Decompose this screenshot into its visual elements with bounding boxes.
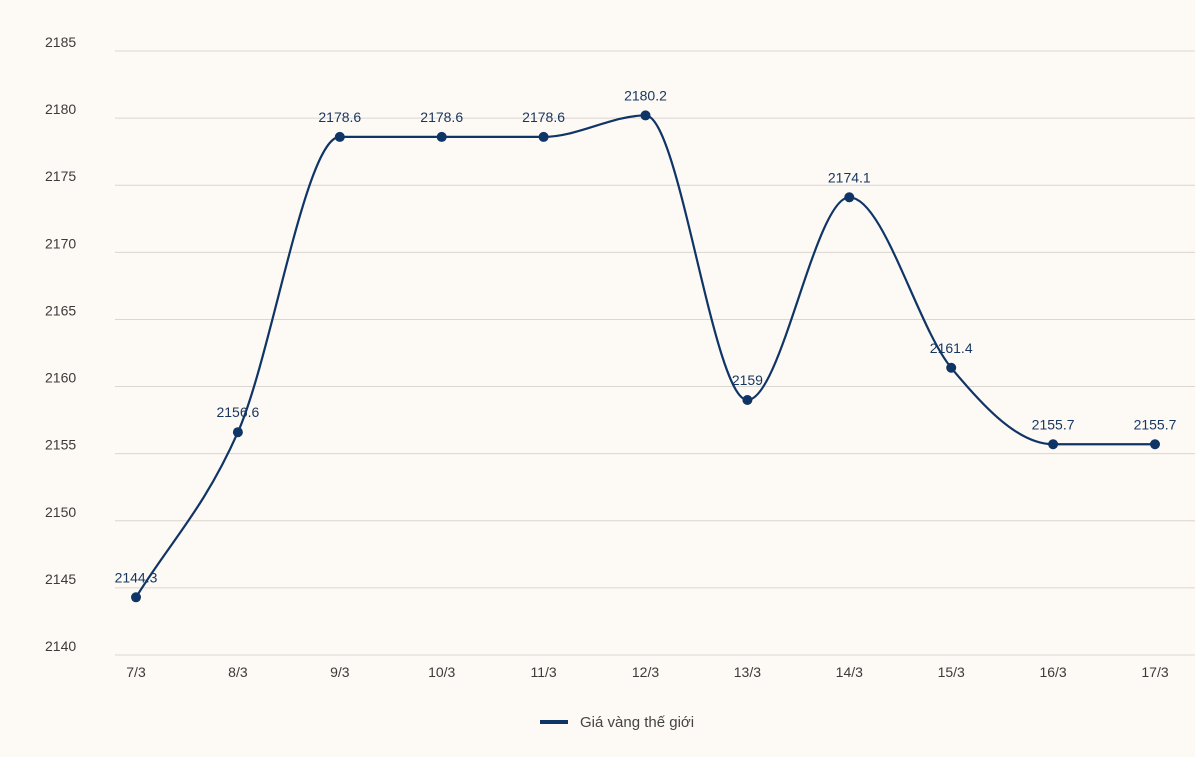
x-axis-ticks: 7/3 8/3 9/3 10/3 11/3 12/3 13/3 14/3 15/3 16/3 17/… (126, 664, 1169, 680)
data-label: 2178.6 (318, 109, 361, 125)
data-label: 2155.7 (1032, 416, 1075, 432)
x-tick-label: 16/3 (1039, 664, 1066, 680)
data-point (334, 131, 345, 142)
data-labels: 2144.3 2156.6 2178.6 2178.6 2178.6 2180.2 2159… (115, 87, 1177, 585)
data-point (538, 131, 549, 142)
data-points (131, 110, 1160, 603)
y-tick-label: 2160 (45, 370, 76, 386)
data-label: 2159 (732, 372, 763, 388)
data-label: 2178.6 (522, 109, 565, 125)
x-tick-label: 17/3 (1141, 664, 1168, 680)
y-tick-label: 2175 (45, 168, 76, 184)
data-point (1048, 439, 1059, 450)
y-tick-label: 2185 (45, 34, 76, 50)
data-label: 2144.3 (115, 569, 158, 585)
grid-lines (115, 50, 1195, 656)
series-line (135, 114, 1155, 598)
data-point (131, 592, 141, 603)
data-label: 2178.6 (420, 109, 463, 125)
data-label: 2180.2 (624, 87, 667, 103)
y-tick-label: 2180 (45, 101, 76, 117)
data-label: 2156.6 (216, 404, 259, 420)
data-point (640, 110, 651, 121)
legend: Giá vàng thế giới (540, 714, 694, 731)
data-label: 2174.1 (828, 169, 871, 185)
y-tick-label: 2140 (45, 638, 76, 654)
x-tick-label: 13/3 (734, 664, 761, 680)
y-tick-label: 2155 (45, 437, 76, 453)
x-tick-label: 11/3 (530, 664, 556, 680)
x-tick-label: 7/3 (126, 664, 146, 680)
y-tick-label: 2150 (45, 504, 76, 520)
x-tick-label: 12/3 (632, 664, 659, 680)
y-tick-label: 2145 (45, 571, 76, 587)
x-tick-label: 9/3 (330, 664, 350, 680)
x-tick-label: 8/3 (228, 664, 248, 680)
data-point (844, 192, 855, 203)
y-tick-label: 2165 (45, 302, 76, 318)
data-point (946, 362, 957, 373)
y-tick-label: 2170 (45, 235, 76, 251)
x-tick-label: 15/3 (938, 664, 965, 680)
legend-label: Giá vàng thế giới (580, 714, 694, 731)
data-point (232, 427, 243, 438)
x-tick-label: 10/3 (428, 664, 455, 680)
data-point (742, 394, 753, 405)
data-label: 2161.4 (930, 340, 973, 356)
data-point (1150, 439, 1160, 450)
y-axis-ticks: 2140 2145 2150 2155 2160 2165 2170 2175 2180 2185 (45, 34, 76, 654)
data-label: 2155.7 (1134, 416, 1177, 432)
data-point (436, 131, 447, 142)
x-tick-label: 14/3 (836, 664, 863, 680)
